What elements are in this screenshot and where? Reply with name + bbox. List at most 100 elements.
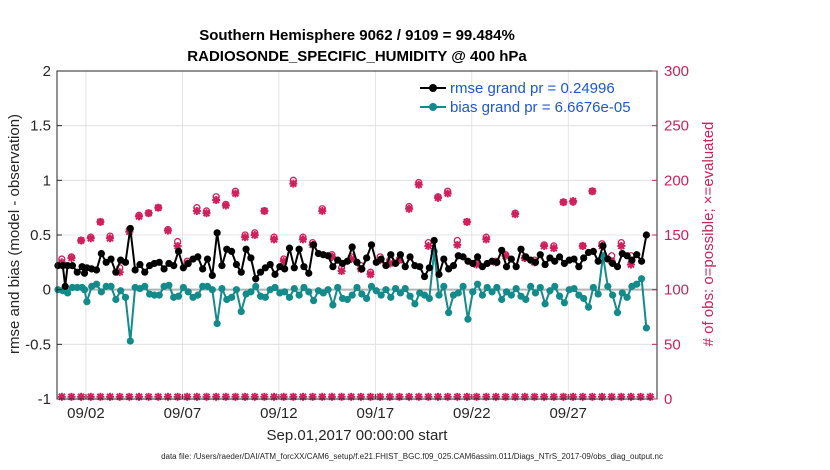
rmse-point — [507, 255, 515, 263]
obs-bottom-marker — [414, 392, 423, 401]
bias-point — [165, 281, 173, 289]
bias-point — [213, 319, 221, 328]
obs-bottom-marker — [443, 392, 452, 401]
rmse-point — [498, 246, 506, 254]
x-tick-label: 09/17 — [357, 405, 395, 422]
obs-evaluated-marker — [270, 235, 279, 244]
obs-evaluated-marker-d2 — [318, 207, 326, 215]
bias-point — [527, 282, 535, 290]
rmse-point — [594, 257, 602, 265]
y-tick-label-right: 0 — [664, 391, 672, 408]
bias-point — [478, 291, 487, 299]
rmse-point — [271, 270, 279, 278]
bias-point — [536, 283, 544, 292]
obs-evaluated-marker-d2 — [279, 257, 288, 265]
obs-evaluated-marker — [511, 210, 520, 219]
obs-bottom-marker — [308, 392, 317, 401]
obs-evaluated-marker — [144, 209, 153, 218]
obs-bottom-marker — [462, 392, 471, 401]
obs-evaluated-marker-d2 — [164, 226, 172, 235]
x-tick-label: 09/07 — [164, 405, 202, 422]
obs-evaluated-marker — [337, 267, 346, 276]
obs-evaluated-marker — [318, 206, 327, 215]
rmse-point — [170, 262, 178, 270]
rmse-point — [416, 263, 424, 271]
obs-bottom-marker — [356, 392, 365, 401]
rmse-point — [305, 269, 313, 277]
bias-point — [618, 289, 626, 297]
y-tick-label-left: 1.5 — [30, 118, 51, 135]
bias-point — [613, 309, 622, 317]
obs-bottom-marker — [202, 392, 211, 401]
rmse-point — [237, 268, 245, 276]
obs-evaluated-marker — [462, 217, 471, 226]
obs-bottom-marker — [96, 392, 105, 401]
bias-point — [92, 280, 101, 288]
bias-point — [454, 289, 462, 297]
obs-evaluated-marker — [540, 241, 549, 250]
rmse-point — [551, 257, 559, 265]
rmse-point — [256, 268, 265, 276]
obs-evaluated-marker-d2 — [472, 260, 481, 269]
obs-bottom-marker — [231, 392, 240, 401]
obs-bottom-marker — [646, 392, 655, 401]
rmse-point — [531, 258, 540, 266]
rmse-point — [227, 247, 236, 255]
rmse-point — [555, 253, 564, 261]
obs-bottom-marker — [279, 392, 288, 401]
obs-bottom-marker — [327, 392, 336, 401]
rmse-point — [406, 253, 414, 261]
obs-bottom-marker — [250, 392, 259, 401]
rmse-point — [430, 236, 438, 245]
obs-bottom-marker — [395, 392, 404, 401]
obs-evaluated-marker — [424, 241, 433, 250]
x-axis-label: Sep.01,2017 00:00:00 start — [267, 427, 449, 444]
obs-bottom-marker — [598, 392, 607, 401]
y-tick-label-right: 150 — [664, 227, 689, 244]
rmse-point — [184, 259, 192, 268]
obs-bottom-marker — [86, 392, 95, 401]
obs-evaluated-marker-d2 — [569, 197, 577, 205]
rmse-point — [203, 255, 212, 263]
obs-evaluated-marker-d2 — [202, 209, 211, 217]
obs-evaluated-marker — [67, 253, 76, 262]
obs-evaluated-marker-d2 — [482, 235, 490, 244]
obs-bottom-marker — [192, 392, 201, 401]
bias-point — [459, 282, 467, 290]
bias-point — [435, 291, 443, 299]
y-tick-label-right: 100 — [664, 282, 689, 299]
rmse-point — [285, 244, 294, 252]
obs-evaluated-marker-d2 — [260, 207, 269, 215]
obs-evaluated-marker-d2 — [434, 194, 442, 202]
bias-point — [493, 283, 501, 292]
obs-evaluated-marker-d2 — [173, 242, 182, 250]
obs-evaluated-marker-d2 — [579, 242, 587, 250]
bias-point — [300, 283, 308, 292]
bias-point — [295, 291, 303, 299]
bias-point — [469, 288, 477, 296]
obs-evaluated-marker — [212, 196, 221, 205]
bias-point — [512, 284, 520, 293]
rmse-point — [541, 260, 549, 269]
obs-evaluated-marker-d2 — [135, 212, 143, 221]
bias-point — [522, 295, 530, 304]
obs-evaluated-marker — [260, 206, 269, 215]
bias-point — [281, 288, 289, 296]
obs-bottom-marker — [491, 392, 500, 401]
obs-bottom-marker — [559, 392, 568, 401]
obs-bottom-marker — [366, 392, 375, 401]
obs-bottom-marker — [405, 392, 414, 401]
obs-evaluated-marker — [559, 198, 568, 207]
bias-point — [372, 287, 380, 295]
obs-bottom-marker — [115, 392, 124, 401]
obs-evaluated-marker-d2 — [415, 180, 423, 189]
obs-bottom-marker — [125, 392, 134, 401]
obs-evaluated-marker-d2 — [77, 236, 85, 245]
bias-point — [353, 283, 361, 292]
rmse-point — [435, 270, 443, 278]
obs-bottom-marker — [607, 392, 616, 401]
rmse-point — [73, 268, 81, 276]
rmse-point — [343, 257, 351, 265]
y-axis-label-right: # of obs: o=possible; ×=evaluated — [700, 122, 717, 347]
obs-bottom-marker — [385, 392, 394, 401]
